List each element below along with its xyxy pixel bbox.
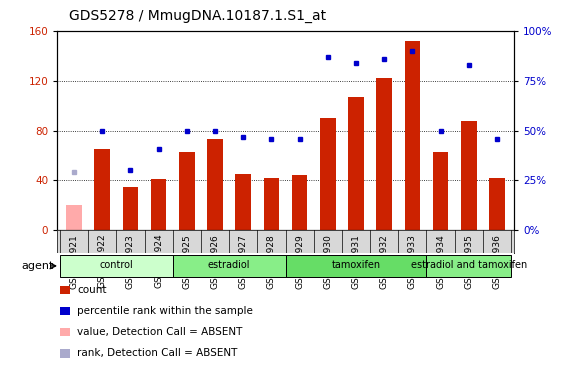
- Text: GSM362933: GSM362933: [408, 234, 417, 289]
- Text: agent: agent: [22, 261, 54, 271]
- Bar: [433, 152, 448, 230]
- Text: control: control: [99, 260, 133, 270]
- Text: GSM362928: GSM362928: [267, 234, 276, 289]
- Text: value, Detection Call = ABSENT: value, Detection Call = ABSENT: [77, 327, 243, 337]
- Bar: [320, 118, 336, 230]
- Text: GSM362936: GSM362936: [492, 234, 501, 289]
- Text: tamoxifen: tamoxifen: [331, 260, 380, 270]
- Bar: [179, 152, 195, 230]
- Text: GSM362924: GSM362924: [154, 234, 163, 288]
- Text: count: count: [77, 285, 107, 295]
- FancyBboxPatch shape: [60, 255, 172, 277]
- Text: estradiol: estradiol: [208, 260, 250, 270]
- Bar: [94, 149, 110, 230]
- Text: GSM362921: GSM362921: [70, 234, 79, 289]
- Text: GSM362935: GSM362935: [464, 234, 473, 289]
- Bar: [264, 178, 279, 230]
- Bar: [207, 139, 223, 230]
- Bar: [151, 179, 166, 230]
- Bar: [461, 121, 477, 230]
- Text: GSM362927: GSM362927: [239, 234, 248, 289]
- Bar: [66, 205, 82, 230]
- FancyBboxPatch shape: [172, 255, 286, 277]
- Text: GSM362925: GSM362925: [182, 234, 191, 289]
- Text: GSM362931: GSM362931: [352, 234, 360, 289]
- Text: GSM362930: GSM362930: [323, 234, 332, 289]
- Text: GSM362922: GSM362922: [98, 234, 107, 288]
- Text: GSM362932: GSM362932: [380, 234, 389, 289]
- Text: GSM362923: GSM362923: [126, 234, 135, 289]
- Text: GDS5278 / MmugDNA.10187.1.S1_at: GDS5278 / MmugDNA.10187.1.S1_at: [69, 9, 325, 23]
- Bar: [376, 78, 392, 230]
- Bar: [123, 187, 138, 230]
- Text: GSM362934: GSM362934: [436, 234, 445, 289]
- Text: percentile rank within the sample: percentile rank within the sample: [77, 306, 253, 316]
- Bar: [348, 97, 364, 230]
- FancyBboxPatch shape: [427, 255, 511, 277]
- Bar: [235, 174, 251, 230]
- Text: estradiol and tamoxifen: estradiol and tamoxifen: [411, 260, 527, 270]
- Bar: [489, 178, 505, 230]
- Bar: [405, 41, 420, 230]
- FancyBboxPatch shape: [286, 255, 427, 277]
- Text: GSM362926: GSM362926: [211, 234, 219, 289]
- Text: GSM362929: GSM362929: [295, 234, 304, 289]
- Text: rank, Detection Call = ABSENT: rank, Detection Call = ABSENT: [77, 348, 238, 358]
- Bar: [292, 175, 307, 230]
